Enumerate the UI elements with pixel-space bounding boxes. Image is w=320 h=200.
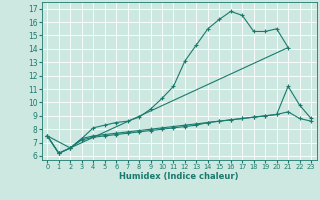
X-axis label: Humidex (Indice chaleur): Humidex (Indice chaleur) <box>119 172 239 181</box>
